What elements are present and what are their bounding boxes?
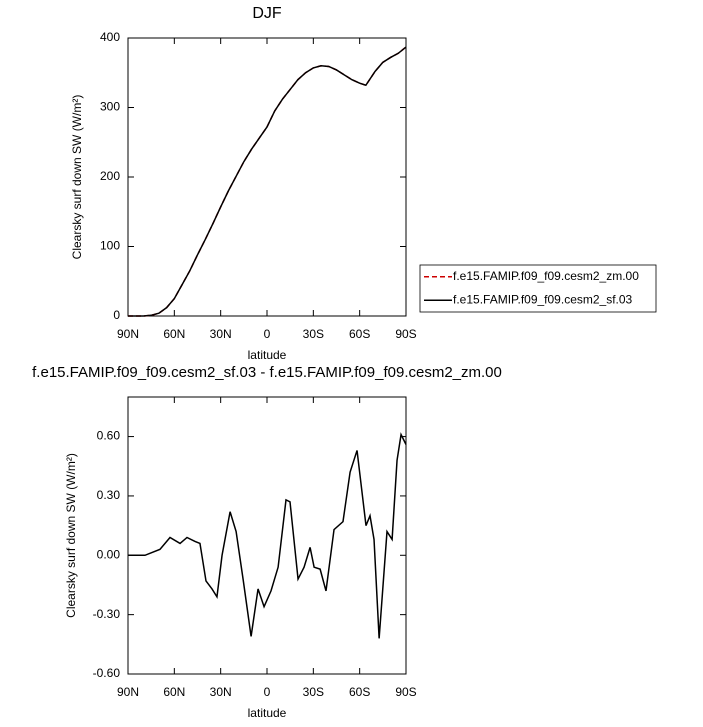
y-tick-label: 200 (100, 169, 120, 183)
y-axis-label: Clearsky surf down SW (W/m²) (64, 453, 78, 618)
x-axis-label: latitude (248, 706, 287, 720)
data-line (128, 46, 407, 317)
legend-box (419, 264, 657, 313)
y-tick-label: -0.30 (93, 607, 121, 621)
y-tick-label: 0.30 (97, 488, 121, 502)
x-tick-label: 90S (395, 685, 416, 699)
x-tick-label: 30S (303, 327, 324, 341)
data-line (128, 432, 407, 639)
x-axis-label: latitude (248, 348, 287, 362)
y-tick-label: -0.60 (93, 666, 121, 680)
x-tick-label: 60S (349, 685, 370, 699)
y-tick-label: 100 (100, 239, 120, 253)
x-tick-label: 0 (264, 685, 271, 699)
y-tick-label: 400 (100, 30, 120, 44)
y-tick-label: 300 (100, 100, 120, 114)
x-tick-label: 60N (163, 685, 185, 699)
x-tick-label: 0 (264, 327, 271, 341)
data-line (128, 46, 407, 317)
x-tick-label: 30S (303, 685, 324, 699)
y-tick-label: 0.60 (97, 429, 121, 443)
x-tick-label: 90N (117, 685, 139, 699)
x-tick-label: 30N (210, 327, 232, 341)
legend-label: f.e15.FAMIP.f09_f09.cesm2_zm.00 (453, 269, 639, 283)
chart-title: DJF (252, 5, 282, 22)
x-tick-label: 90N (117, 327, 139, 341)
x-tick-label: 30N (210, 685, 232, 699)
chart-title: f.e15.FAMIP.f09_f09.cesm2_sf.03 - f.e15.… (32, 364, 502, 381)
plot-frame (127, 37, 407, 317)
x-tick-label: 90S (395, 327, 416, 341)
y-axis-label: Clearsky surf down SW (W/m²) (70, 95, 84, 260)
x-tick-label: 60N (163, 327, 185, 341)
plot-frame (127, 396, 407, 675)
y-tick-label: 0.00 (97, 547, 121, 561)
x-tick-label: 60S (349, 327, 370, 341)
legend-label: f.e15.FAMIP.f09_f09.cesm2_sf.03 (453, 292, 633, 306)
y-tick-label: 0 (113, 308, 120, 322)
